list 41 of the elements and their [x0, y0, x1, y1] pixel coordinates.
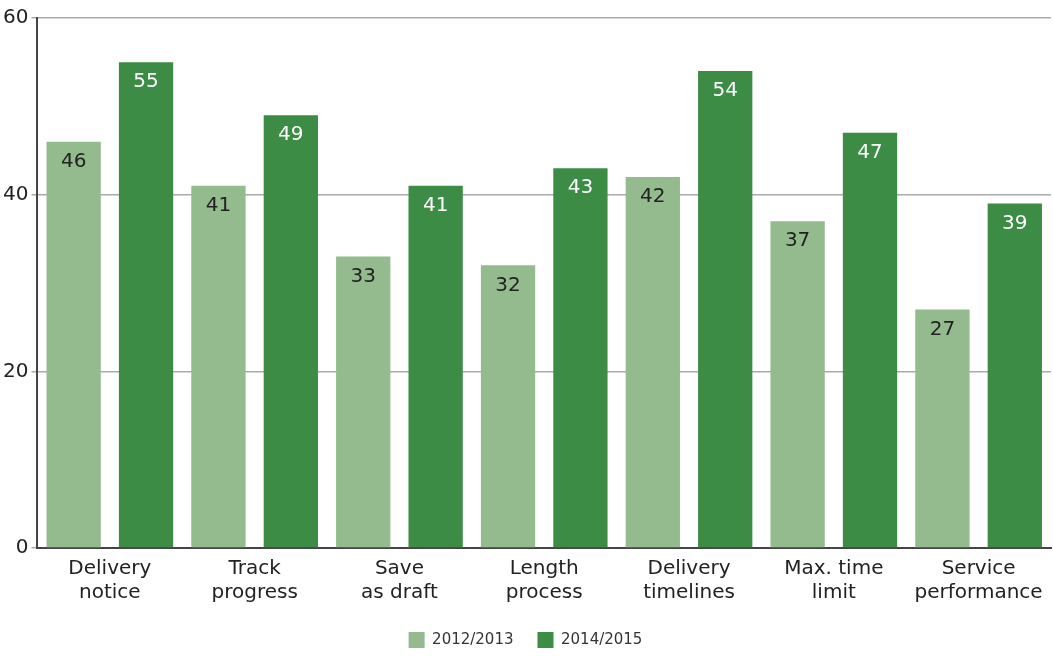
bar	[263, 115, 318, 548]
data-label: 33	[350, 262, 376, 287]
bar	[118, 62, 174, 548]
x-tick-label: Track progress	[211, 555, 298, 604]
data-label: 37	[784, 227, 811, 252]
legend-label: 2012/2013	[432, 629, 514, 648]
x-tick-label: Save as draft	[361, 555, 438, 604]
bar	[625, 177, 680, 548]
data-label: 55	[133, 68, 159, 93]
bar	[553, 168, 608, 548]
x-tick-label: Delivery timelines	[643, 555, 735, 604]
y-tick-label: 60	[3, 4, 29, 29]
x-tick-label: Max. time limit	[784, 555, 884, 604]
legend-label: 2014/2015	[561, 629, 643, 648]
data-label: 27	[929, 315, 956, 340]
bar	[915, 309, 970, 548]
bar	[191, 185, 246, 548]
data-label: 49	[278, 121, 304, 146]
data-label: 46	[60, 147, 87, 172]
data-label: 39	[1002, 209, 1028, 234]
bar	[698, 71, 753, 548]
bar	[336, 256, 391, 548]
y-tick-label: 0	[15, 534, 29, 559]
x-tick-label: Service performance	[914, 555, 1043, 604]
bar	[770, 221, 825, 548]
bar	[987, 203, 1042, 548]
x-tick-label: Length process	[505, 555, 583, 604]
y-tick-label: 40	[3, 180, 29, 205]
data-label: 41	[422, 192, 449, 217]
data-label: 41	[205, 192, 232, 217]
data-label: 54	[712, 77, 738, 102]
y-tick-label: 20	[3, 357, 29, 382]
bar	[408, 185, 463, 548]
bar	[480, 265, 536, 548]
data-label: 32	[495, 271, 521, 296]
bar	[842, 132, 898, 548]
x-tick-label: Delivery notice	[68, 555, 152, 604]
data-label: 43	[567, 174, 594, 199]
data-label: 47	[857, 139, 883, 164]
bar	[46, 141, 101, 548]
data-label: 42	[640, 183, 666, 208]
